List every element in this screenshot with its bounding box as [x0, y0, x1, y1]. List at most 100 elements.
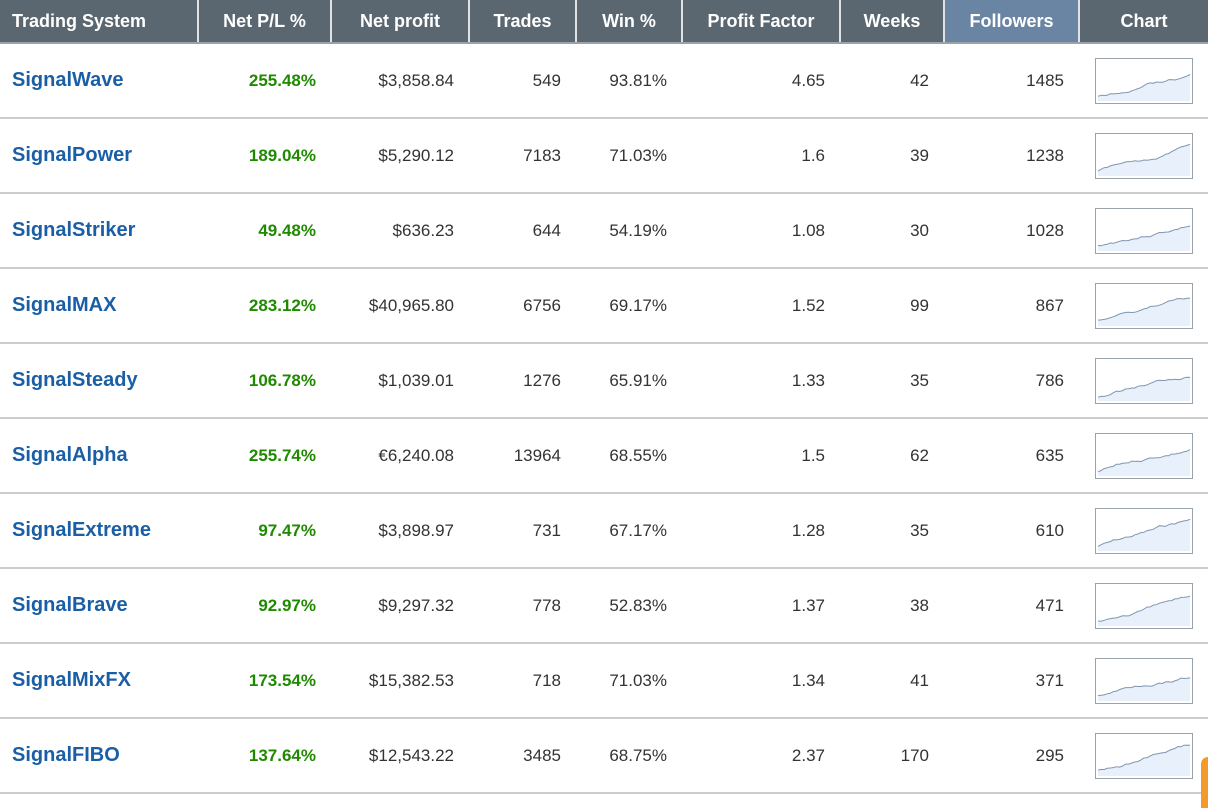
trading-system-link[interactable]: SignalMixFX	[12, 669, 131, 691]
chart-cell	[1079, 643, 1208, 719]
equity-curve-sparkline-icon[interactable]	[1094, 732, 1193, 779]
equity-curve-sparkline-icon[interactable]	[1094, 582, 1193, 629]
net-pl-percent-cell: 189.04%	[198, 118, 331, 194]
net-pl-percent-cell: 173.54%	[198, 643, 331, 719]
followers-cell: 635	[944, 418, 1079, 494]
trading-system-link[interactable]: SignalWave	[12, 69, 124, 91]
net-profit-cell: $9,297.32	[331, 568, 469, 644]
chart-cell	[1079, 43, 1208, 119]
followers-cell: 1238	[944, 118, 1079, 194]
trades-cell: 13964	[469, 418, 576, 494]
trading-system-link[interactable]: SignalSteady	[12, 369, 138, 391]
trades-cell: 718	[469, 643, 576, 719]
win-percent-cell: 68.75%	[576, 718, 682, 794]
equity-curve-sparkline-icon[interactable]	[1094, 357, 1193, 404]
net-profit-cell: $12,543.22	[331, 718, 469, 794]
equity-curve-sparkline-icon[interactable]	[1094, 207, 1193, 254]
equity-curve-sparkline-icon[interactable]	[1094, 507, 1193, 554]
chart-cell	[1079, 418, 1208, 494]
trading-system-link[interactable]: SignalStriker	[12, 219, 136, 241]
equity-curve-sparkline-icon[interactable]	[1094, 432, 1193, 479]
trading-system-cell: SignalStriker	[0, 193, 198, 269]
trades-cell: 731	[469, 493, 576, 569]
header-trades[interactable]: Trades	[469, 0, 577, 44]
profit-factor-cell: 1.28	[682, 493, 840, 569]
trading-system-link[interactable]: SignalPower	[12, 144, 133, 166]
profit-factor-cell: 2.37	[682, 718, 840, 794]
net-profit-cell: €6,240.08	[331, 418, 469, 494]
header-profit-factor[interactable]: Profit Factor	[682, 0, 841, 44]
header-weeks[interactable]: Weeks	[840, 0, 945, 44]
weeks-cell: 99	[840, 268, 944, 344]
win-percent-cell: 93.81%	[576, 43, 682, 119]
chart-cell	[1079, 268, 1208, 344]
trading-system-cell: SignalPower	[0, 118, 198, 194]
net-profit-cell: $5,290.12	[331, 118, 469, 194]
trading-system-link[interactable]: SignalMAX	[12, 294, 117, 316]
profit-factor-cell: 1.5	[682, 418, 840, 494]
trades-cell: 6756	[469, 268, 576, 344]
equity-curve-sparkline-icon[interactable]	[1094, 657, 1193, 704]
trades-cell: 3485	[469, 718, 576, 794]
table-row: SignalPower 189.04% $5,290.12 7183 71.03% 1.6…	[0, 118, 1208, 194]
chart-cell	[1079, 568, 1208, 644]
profit-factor-cell: 4.65	[682, 43, 840, 119]
table-row: SignalAlpha 255.74% €6,240.08 13964 68.55% 1.…	[0, 418, 1208, 494]
net-profit-cell: $636.23	[331, 193, 469, 269]
header-net-profit[interactable]: Net profit	[331, 0, 470, 44]
trading-system-link[interactable]: SignalAlpha	[12, 444, 128, 466]
header-chart: Chart	[1079, 0, 1208, 44]
trading-system-cell: SignalAlpha	[0, 418, 198, 494]
weeks-cell: 35	[840, 343, 944, 419]
trades-cell: 778	[469, 568, 576, 644]
header-trading-system[interactable]: Trading System	[0, 0, 199, 44]
followers-cell: 610	[944, 493, 1079, 569]
equity-curve-sparkline-icon[interactable]	[1094, 132, 1193, 179]
trading-system-link[interactable]: SignalBrave	[12, 594, 128, 616]
trading-system-cell: SignalExtreme	[0, 493, 198, 569]
feedback-side-tab[interactable]	[1201, 757, 1208, 808]
profit-factor-cell: 1.34	[682, 643, 840, 719]
net-pl-percent-cell: 92.97%	[198, 568, 331, 644]
followers-cell: 471	[944, 568, 1079, 644]
header-net-pl-percent[interactable]: Net P/L %	[198, 0, 332, 44]
profit-factor-cell: 1.33	[682, 343, 840, 419]
chart-cell	[1079, 493, 1208, 569]
net-profit-cell: $3,898.97	[331, 493, 469, 569]
weeks-cell: 42	[840, 43, 944, 119]
table-row: SignalMAX 283.12% $40,965.80 6756 69.17% 1.52…	[0, 268, 1208, 344]
table-row: SignalFIBO 137.64% $12,543.22 3485 68.75% 2.3…	[0, 718, 1208, 794]
trades-cell: 644	[469, 193, 576, 269]
chart-cell	[1079, 718, 1208, 794]
chart-cell	[1079, 193, 1208, 269]
equity-curve-sparkline-icon[interactable]	[1094, 282, 1193, 329]
profit-factor-cell: 1.6	[682, 118, 840, 194]
table-row: SignalStriker 49.48% $636.23 644 54.19% 1.08 3…	[0, 193, 1208, 269]
followers-cell: 1485	[944, 43, 1079, 119]
win-percent-cell: 71.03%	[576, 643, 682, 719]
followers-cell: 295	[944, 718, 1079, 794]
win-percent-cell: 52.83%	[576, 568, 682, 644]
trading-system-cell: SignalMAX	[0, 268, 198, 344]
followers-cell: 786	[944, 343, 1079, 419]
table-row: SignalBrave 92.97% $9,297.32 778 52.83% 1.37 3…	[0, 568, 1208, 644]
net-pl-percent-cell: 255.74%	[198, 418, 331, 494]
trading-system-cell: SignalWave	[0, 43, 198, 119]
table-header-row: Trading System Net P/L % Net profit Trad…	[0, 0, 1208, 44]
win-percent-cell: 68.55%	[576, 418, 682, 494]
trading-system-cell: SignalMixFX	[0, 643, 198, 719]
profit-factor-cell: 1.08	[682, 193, 840, 269]
header-followers[interactable]: Followers	[944, 0, 1080, 44]
weeks-cell: 35	[840, 493, 944, 569]
win-percent-cell: 71.03%	[576, 118, 682, 194]
trading-system-link[interactable]: SignalExtreme	[12, 519, 151, 541]
weeks-cell: 41	[840, 643, 944, 719]
trading-system-link[interactable]: SignalFIBO	[12, 744, 120, 766]
win-percent-cell: 54.19%	[576, 193, 682, 269]
header-win-percent[interactable]: Win %	[576, 0, 683, 44]
net-pl-percent-cell: 137.64%	[198, 718, 331, 794]
net-profit-cell: $1,039.01	[331, 343, 469, 419]
net-profit-cell: $3,858.84	[331, 43, 469, 119]
equity-curve-sparkline-icon[interactable]	[1094, 57, 1193, 104]
